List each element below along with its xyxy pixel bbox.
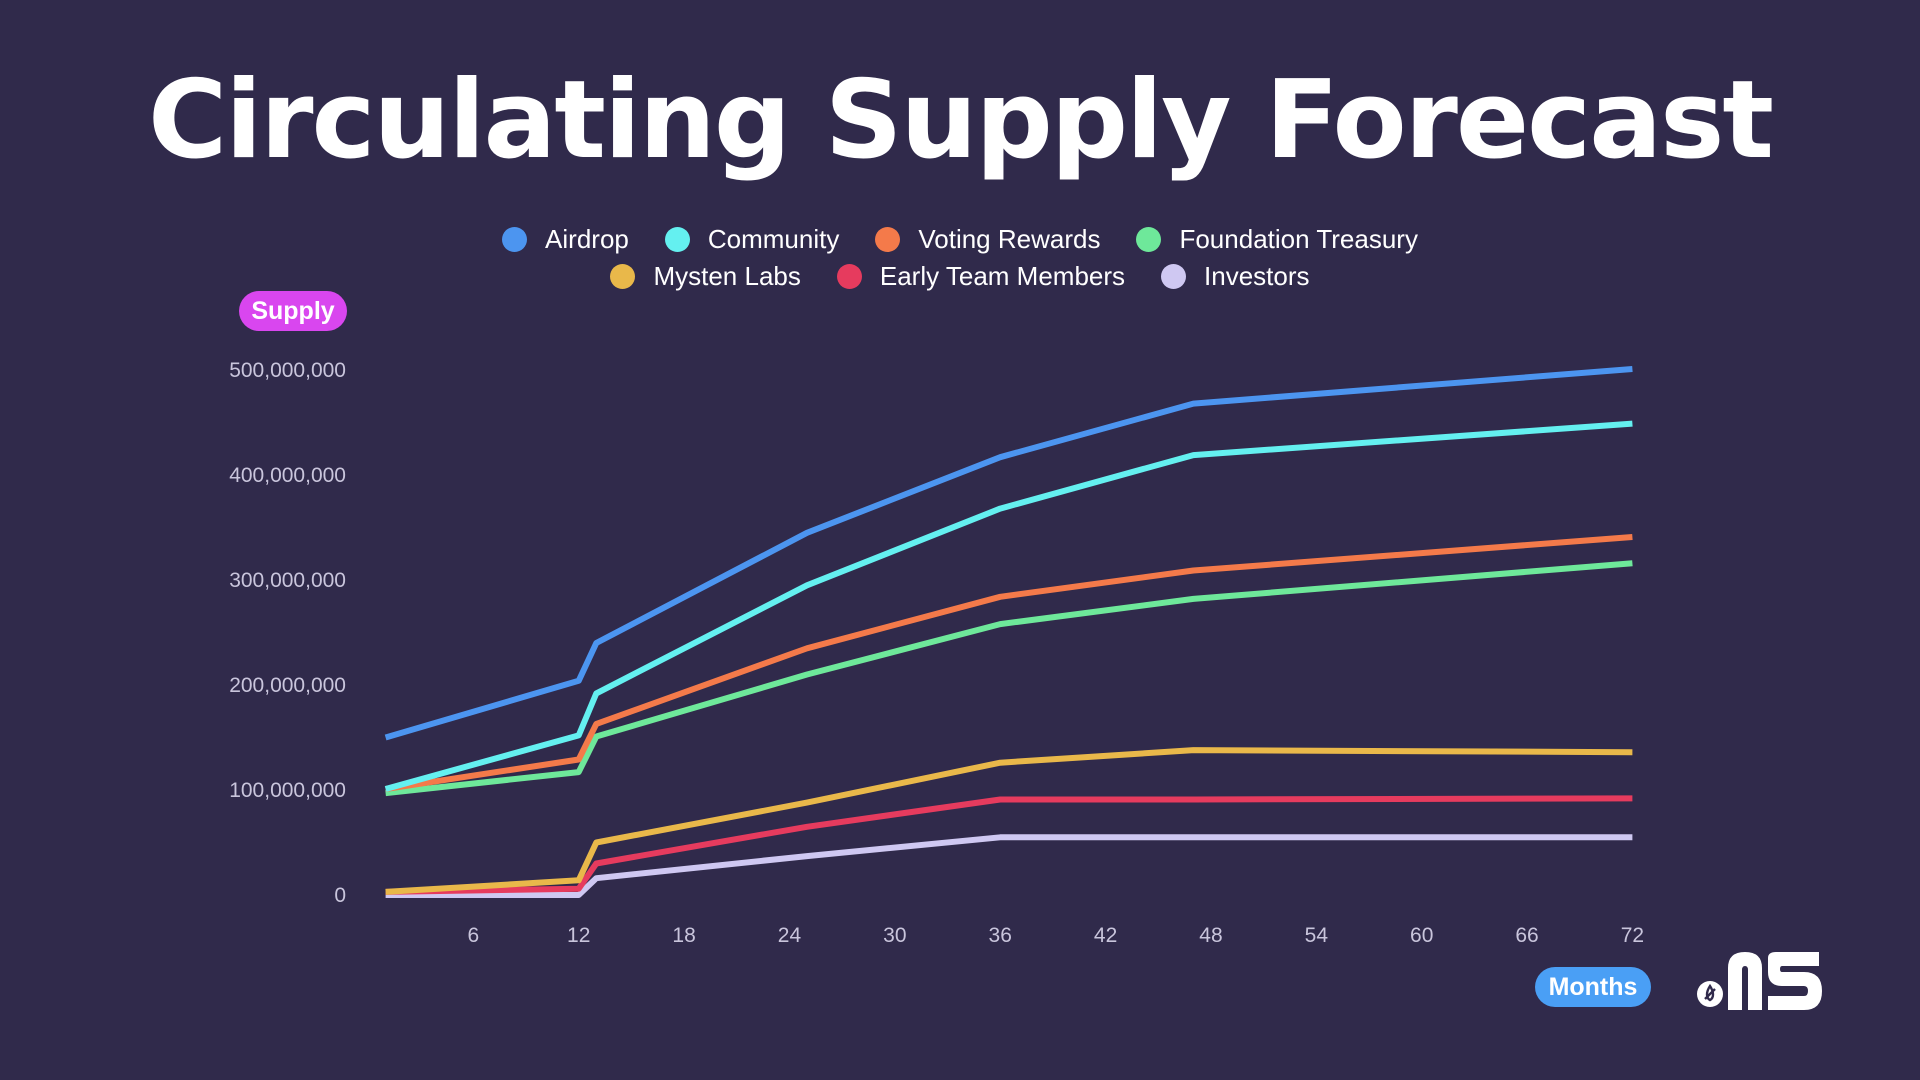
series-line-voting-rewards bbox=[385, 534, 1633, 792]
series-line-foundation-treasury bbox=[385, 560, 1633, 797]
x-tick-label: 18 bbox=[672, 924, 695, 947]
legend-item: Airdrop bbox=[502, 224, 629, 255]
legend-label: Airdrop bbox=[545, 224, 629, 254]
legend-swatch bbox=[875, 227, 901, 252]
legend-label: Mysten Labs bbox=[653, 261, 801, 291]
x-tick-label: 36 bbox=[989, 924, 1012, 947]
x-tick-label: 54 bbox=[1305, 924, 1329, 947]
chart-title: Circulating Supply Forecast bbox=[147, 58, 1774, 183]
legend-item: Mysten Labs bbox=[610, 261, 801, 292]
x-tick-label: 12 bbox=[567, 924, 590, 947]
legend-item: Voting Rewards bbox=[875, 224, 1100, 255]
x-tick-label: 60 bbox=[1410, 924, 1433, 947]
y-tick-label: 100,000,000 bbox=[229, 779, 346, 802]
legend-label: Voting Rewards bbox=[918, 224, 1101, 254]
legend-swatch bbox=[836, 264, 862, 289]
x-tick-label: 42 bbox=[1094, 924, 1117, 947]
y-tick-label: 500,000,000 bbox=[229, 359, 346, 382]
legend-swatch bbox=[1136, 227, 1162, 252]
legend-label: Foundation Treasury bbox=[1179, 224, 1418, 254]
x-tick-label: 6 bbox=[468, 924, 480, 947]
x-tick-label: 66 bbox=[1515, 924, 1538, 947]
y-tick-label: 200,000,000 bbox=[229, 674, 346, 697]
legend-item: Foundation Treasury bbox=[1136, 224, 1418, 255]
x-axis-label: Months bbox=[1535, 967, 1651, 1007]
x-tick-label: 48 bbox=[1199, 924, 1222, 947]
legend-swatch bbox=[1161, 264, 1187, 289]
ns-logo bbox=[1697, 952, 1822, 1010]
legend-swatch bbox=[610, 264, 636, 289]
legend-item: Investors bbox=[1161, 261, 1310, 292]
legend-row-2: Mysten Labs Early Team Members Investors bbox=[0, 261, 1920, 292]
legend-swatch bbox=[664, 227, 690, 252]
series-line-airdrop bbox=[384, 366, 1633, 741]
legend-label: Early Team Members bbox=[879, 261, 1126, 291]
y-tick-label: 0 bbox=[334, 884, 346, 907]
y-axis-label: Supply bbox=[239, 291, 347, 331]
legend-swatch bbox=[502, 227, 528, 252]
series-line-mysten-labs bbox=[385, 747, 1633, 895]
y-tick-label: 400,000,000 bbox=[229, 464, 346, 487]
legend-item: Community bbox=[664, 224, 840, 255]
legend-label: Community bbox=[707, 224, 840, 254]
x-tick-label: 72 bbox=[1621, 924, 1644, 947]
legend-label: Investors bbox=[1204, 261, 1310, 291]
series-line-community bbox=[384, 420, 1633, 792]
y-tick-label: 300,000,000 bbox=[229, 569, 346, 592]
legend-row-1: Airdrop Community Voting Rewards Foundation… bbox=[0, 224, 1920, 255]
series-line-investors bbox=[385, 834, 1633, 898]
series-line-early-team-members bbox=[385, 795, 1633, 895]
legend-item: Early Team Members bbox=[836, 261, 1126, 292]
x-tick-label: 24 bbox=[778, 924, 802, 947]
x-tick-label: 30 bbox=[883, 924, 906, 947]
